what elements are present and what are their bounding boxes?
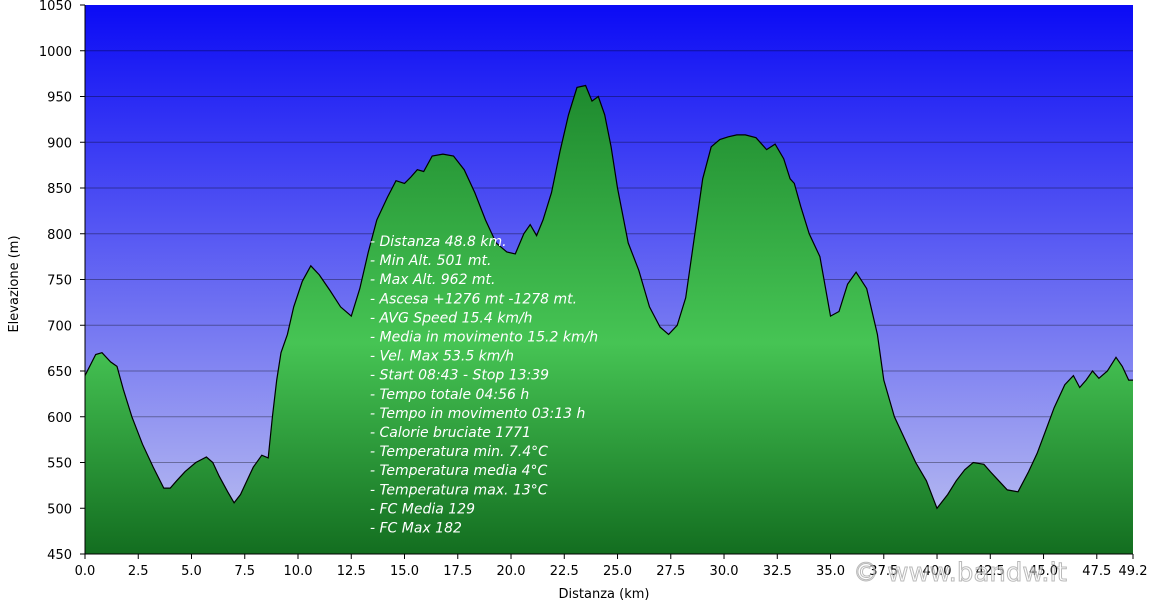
x-tick-label: 17.5 [443,564,472,579]
y-tick-label: 850 [47,182,72,197]
y-tick-label: 900 [47,136,72,151]
y-tick-label: 1000 [39,45,72,60]
x-tick-label: 47.5 [1082,564,1111,579]
y-tick-label: 1050 [39,0,72,14]
x-tick-label: 25.0 [603,564,632,579]
x-tick-label: 7.5 [234,564,255,579]
x-tick-label: 27.5 [656,564,685,579]
stat-line: - Temperatura max. 13°C [370,482,548,498]
x-tick-label: 32.5 [763,564,792,579]
x-axis-label: Distanza (km) [559,587,650,602]
stat-line: - Calorie bruciate 1771 [370,425,531,441]
y-tick-label: 800 [47,228,72,243]
stats-annotation: - Distanza 48.8 km. - Min Alt. 501 mt. - M… [370,234,598,537]
watermark: © www.bandw.it [853,558,1067,588]
x-tick-label: 42.5 [976,564,1005,579]
stat-line: - Temperatura min. 7.4°C [370,444,548,460]
x-tick-label: 2.5 [128,564,149,579]
x-axis-ticks: 0.0 2.5 5.0 7.5 10.0 12.5 15.0 17.5 20.0 22.5 25.0… [75,554,1148,579]
stat-line: - FC Media 129 [370,501,475,517]
y-tick-label: 950 [47,91,72,106]
y-tick-label: 700 [47,319,72,334]
stat-line: - Min Alt. 501 mt. [370,253,491,269]
y-tick-label: 600 [47,411,72,426]
x-tick-label: 0.0 [75,564,96,579]
x-tick-label: 5.0 [181,564,202,579]
y-tick-label: 550 [47,457,72,472]
stat-line: - Ascesa +1276 mt -1278 mt. [370,291,577,307]
y-tick-label: 450 [47,548,72,563]
x-tick-label: 15.0 [390,564,419,579]
elevation-line [85,84,1133,510]
stat-line: - Max Alt. 962 mt. [370,272,496,288]
elevation-area [85,85,1133,554]
x-tick-label: 45.0 [1029,564,1058,579]
stat-line: - Distanza 48.8 km. [370,234,507,250]
x-tick-label: 20.0 [497,564,526,579]
x-tick-label: 10.0 [284,564,313,579]
stat-line: - Tempo in movimento 03:13 h [370,406,585,422]
stat-line: - Vel. Max 53.5 km/h [370,349,514,365]
stat-line: - Tempo totale 04:56 h [370,387,529,403]
y-axis-label: Elevazione (m) [7,235,22,332]
stat-line: - FC Max 182 [370,521,462,537]
x-tick-label: 49.2 [1119,564,1148,579]
stat-line: - Media in movimento 15.2 km/h [370,330,598,346]
x-tick-label: 40.0 [923,564,952,579]
x-tick-label: 35.0 [816,564,845,579]
y-axis-ticks: 450 500 550 600 650 700 750 800 850 900 950 1000 105… [39,0,85,563]
x-tick-label: 37.5 [869,564,898,579]
x-tick-label: 12.5 [337,564,366,579]
stat-line: - Temperatura media 4°C [370,463,548,479]
y-tick-label: 750 [47,274,72,289]
y-tick-label: 500 [47,502,72,517]
x-tick-label: 22.5 [550,564,579,579]
stat-line: - AVG Speed 15.4 km/h [370,310,533,326]
y-tick-label: 650 [47,365,72,380]
stat-line: - Start 08:43 - Stop 13:39 [370,368,549,384]
x-tick-label: 30.0 [710,564,739,579]
